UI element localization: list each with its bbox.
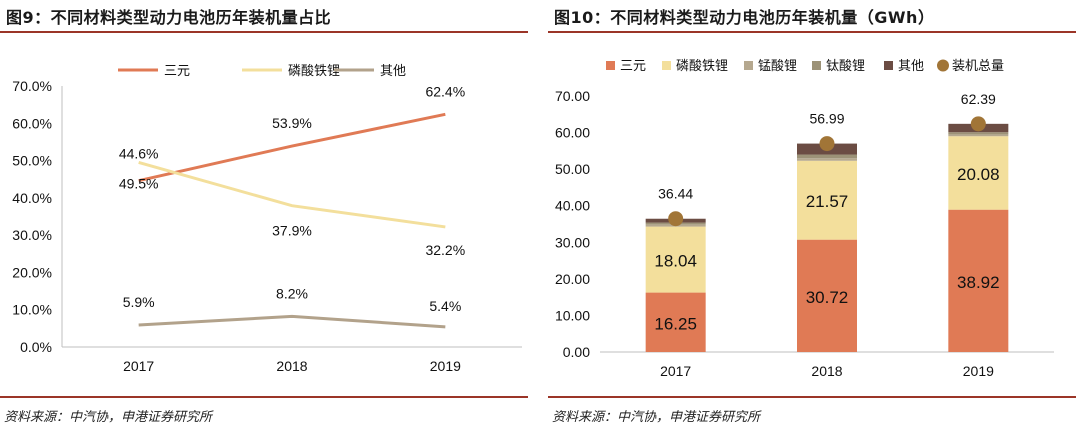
right-title-rule bbox=[548, 31, 1076, 33]
right-legend-label: 其他 bbox=[898, 58, 924, 73]
left-data-label: 53.9% bbox=[272, 115, 312, 131]
left-data-label: 5.9% bbox=[123, 294, 155, 310]
left-series-line bbox=[138, 112, 446, 183]
left-y-tick-label: 0.0% bbox=[20, 339, 52, 355]
right-y-tick-label: 30.00 bbox=[555, 234, 590, 250]
left-y-tick-label: 20.0% bbox=[12, 264, 52, 280]
left-y-tick-label: 30.0% bbox=[12, 227, 52, 243]
right-bar-segment bbox=[645, 226, 706, 293]
right-y-tick-label: 40.00 bbox=[555, 198, 590, 214]
right-segment-label: 16.25 bbox=[654, 314, 697, 333]
left-title-rule bbox=[0, 31, 528, 33]
right-y-tick-label: 20.00 bbox=[555, 271, 590, 287]
right-y-tick-label: 70.00 bbox=[555, 88, 590, 104]
left-data-label: 5.4% bbox=[429, 298, 461, 314]
right-y-tick-label: 10.00 bbox=[555, 307, 590, 323]
right-total-marker bbox=[819, 136, 835, 152]
right-legend-label: 装机总量 bbox=[952, 58, 1004, 73]
right-total-label: 62.39 bbox=[961, 91, 996, 107]
right-legend-swatch bbox=[937, 59, 949, 72]
right-bar-segment bbox=[797, 239, 857, 352]
right-y-tick-label: 50.00 bbox=[555, 161, 590, 177]
left-x-tick-label: 2018 bbox=[276, 358, 307, 374]
left-legend-label: 其他 bbox=[380, 63, 406, 78]
right-legend-label: 钛酸锂 bbox=[826, 58, 865, 73]
right-legend-swatch bbox=[812, 61, 821, 70]
right-legend-swatch bbox=[662, 61, 671, 70]
left-source-note: 资料来源：中汽协，申港证券研究所 bbox=[4, 410, 213, 425]
right-segment-label: 30.72 bbox=[806, 288, 849, 307]
right-legend-swatch bbox=[606, 61, 615, 70]
right-segment-label: 20.08 bbox=[957, 165, 1000, 184]
left-data-label: 8.2% bbox=[276, 285, 308, 301]
right-y-tick-label: 60.00 bbox=[555, 125, 590, 141]
right-footer-rule bbox=[548, 396, 1076, 398]
right-bar-segment bbox=[948, 132, 1009, 135]
right-chart-panel: 图10：不同材料类型动力电池历年装机量（GWh） 0.00 10.00 20.00 3… bbox=[548, 0, 1078, 431]
right-segment-label: 38.92 bbox=[957, 273, 1000, 292]
right-source-note: 资料来源：中汽协，申港证券研究所 bbox=[552, 410, 761, 425]
left-data-label: 44.6% bbox=[119, 146, 159, 162]
left-y-tick-label: 40.0% bbox=[12, 190, 52, 206]
right-segment-label: 18.04 bbox=[654, 252, 697, 271]
left-chart-title: 图9：不同材料类型动力电池历年装机量占比 bbox=[6, 8, 332, 27]
right-bar-segment bbox=[645, 292, 706, 352]
right-bar-segment bbox=[948, 136, 1009, 210]
right-bar-segment bbox=[948, 134, 1009, 137]
left-y-tick-label: 70.0% bbox=[12, 78, 52, 94]
right-stacked-bar-chart: 0.00 10.00 20.00 30.00 40.00 50.00 60.00 70.00 2… bbox=[555, 58, 1054, 379]
left-y-tick-label: 10.0% bbox=[12, 302, 52, 318]
left-y-tick-label: 60.0% bbox=[12, 115, 52, 131]
right-bar-segment bbox=[948, 209, 1009, 352]
left-data-label: 37.9% bbox=[272, 223, 312, 239]
left-x-tick-label: 2017 bbox=[123, 358, 154, 374]
right-legend-label: 锰酸锂 bbox=[758, 58, 797, 73]
right-bar-segment bbox=[797, 158, 857, 161]
left-line-chart: 0.0% 10.0% 20.0% 30.0% 40.0% 50.0% 60.0% 70.0% 2… bbox=[12, 63, 522, 374]
right-legend-swatch bbox=[744, 61, 753, 70]
left-legend-label: 磷酸铁锂 bbox=[288, 63, 340, 78]
left-series-line bbox=[138, 314, 446, 329]
right-bar-segment bbox=[797, 160, 857, 240]
right-y-tick-label: 0.00 bbox=[563, 344, 590, 360]
right-bar-segment bbox=[797, 154, 857, 159]
left-footer-rule bbox=[0, 396, 528, 398]
left-chart-panel: 图9：不同材料类型动力电池历年装机量占比 0.0% 10.0% 20.0% 30.0%… bbox=[0, 0, 530, 431]
right-segment-label: 21.57 bbox=[806, 192, 849, 211]
right-legend-swatch bbox=[884, 61, 893, 70]
right-total-marker bbox=[668, 211, 684, 227]
left-data-label: 62.4% bbox=[425, 83, 465, 99]
left-legend-label: 三元 bbox=[164, 63, 190, 78]
right-chart-title: 图10：不同材料类型动力电池历年装机量（GWh） bbox=[554, 8, 935, 27]
right-legend-label: 磷酸铁锂 bbox=[676, 58, 728, 73]
right-total-label: 56.99 bbox=[809, 111, 844, 127]
left-y-tick-label: 50.0% bbox=[12, 153, 52, 169]
right-x-tick-label: 2017 bbox=[660, 363, 691, 379]
left-series-line bbox=[138, 160, 446, 229]
right-total-marker bbox=[970, 116, 986, 132]
left-data-label: 49.5% bbox=[119, 175, 159, 191]
right-x-tick-label: 2018 bbox=[811, 363, 842, 379]
right-total-label: 36.44 bbox=[658, 186, 693, 202]
left-x-tick-label: 2019 bbox=[430, 358, 461, 374]
right-x-tick-label: 2019 bbox=[963, 363, 994, 379]
left-data-label: 32.2% bbox=[425, 242, 465, 258]
right-legend-label: 三元 bbox=[620, 58, 646, 73]
